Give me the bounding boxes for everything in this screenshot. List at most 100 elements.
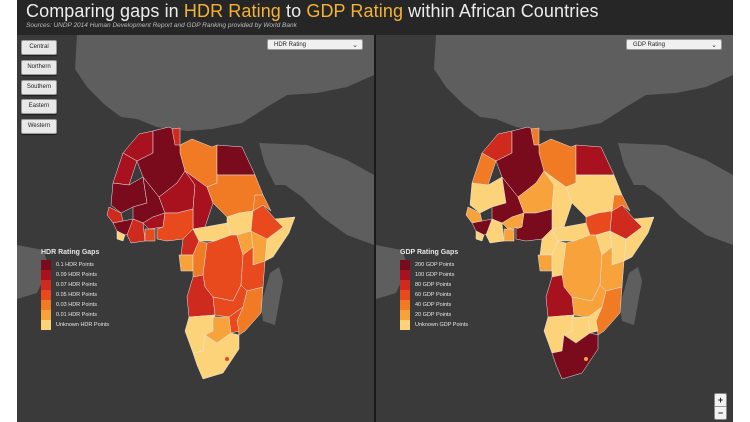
gdp-dropdown-value: GDP Rating [633,42,665,48]
hdr-legend: HDR Rating Gaps 0.1 HDR Points 0.09 HDR P… [41,249,109,330]
legend-swatch [400,270,410,280]
legend-item: Unknown GDP Points [400,320,468,330]
region-button-northern[interactable]: Northern [21,60,57,75]
legend-swatch [41,310,51,320]
country-zimbabwe [228,306,244,334]
zoom-out-button[interactable]: − [717,408,724,418]
legend-label: 0.07 HDR Points [56,282,97,288]
legend-swatch [400,310,410,320]
legend-swatch [41,300,51,310]
country-lesotho [225,357,229,361]
legend-label: 60 GDP Points [415,292,452,298]
country-eritrea [611,194,631,212]
zoom-in-button[interactable]: + [717,395,724,405]
legend-swatch [400,290,410,300]
legend-swatch [41,260,51,270]
page-title: Comparing gaps in HDR Rating to GDP Rati… [26,1,599,22]
country-zimbabwe [587,306,603,334]
legend-item: 200 GDP Points [400,260,468,270]
gdp-legend-title: GDP Rating Gaps [400,249,459,256]
chevron-down-icon: ⌄ [352,42,358,49]
region-button-western[interactable]: Western [21,119,57,134]
legend-item: 0.03 HDR Points [41,300,109,310]
country-lesotho [584,357,588,361]
country-drc [561,234,603,302]
title-suffix: within African Countries [403,1,599,21]
americas-land [376,245,408,299]
country-gabon [178,254,194,272]
hdr-rating-dropdown[interactable]: HDR Rating ⌄ [267,39,363,50]
gdp-legend: GDP Rating Gaps 200 GDP Points 100 GDP Po… [400,249,468,330]
country-eritrea [252,194,272,212]
legend-item: 0.09 HDR Points [41,270,109,280]
map-app: Comparing gaps in HDR Rating to GDP Rati… [17,0,733,422]
legend-swatch [400,260,410,270]
legend-item: 80 GDP Points [400,280,468,290]
legend-swatch [400,280,410,290]
legend-label: 20 GDP Points [415,312,452,318]
legend-swatch [400,320,410,330]
europe-land [75,35,374,131]
hdr-map[interactable] [17,35,374,422]
legend-label: 100 GDP Points [415,272,455,278]
country-somalia [623,216,655,262]
madagascar-land [261,267,283,325]
legend-label: 80 GDP Points [415,282,452,288]
gdp-rating-dropdown[interactable]: GDP Rating ⌄ [626,39,722,50]
title-hdr: HDR Rating [183,1,281,21]
americas-land [17,245,49,299]
region-button-southern[interactable]: Southern [21,80,57,95]
legend-swatch [41,290,51,300]
legend-label: 0.09 HDR Points [56,272,97,278]
country-ghana [503,228,515,242]
legend-swatch [400,300,410,310]
panel-divider [374,35,376,422]
legend-label: 40 GDP Points [415,302,452,308]
country-egypt [216,144,256,176]
legend-label: Unknown HDR Points [56,322,110,328]
region-button-eastern[interactable]: Eastern [21,99,57,114]
region-button-central[interactable]: Central [21,40,57,55]
hdr-dropdown-value: HDR Rating [274,42,307,48]
legend-item: 100 GDP Points [400,270,468,280]
title-gdp: GDP Rating [306,1,404,21]
arabia-land [259,143,374,245]
legend-label: 0.03 HDR Points [56,302,97,308]
hdr-legend-title: HDR Rating Gaps [41,249,100,256]
country-drc [202,234,244,302]
legend-item: 0.01 HDR Points [41,310,109,320]
hdr-map-panel[interactable]: Central Northern Southern Eastern Wester… [17,35,374,422]
title-middle: to [280,1,307,21]
zoom-control: + − [714,393,727,420]
gdp-map[interactable] [376,35,733,422]
gdp-map-panel[interactable]: GDP Rating ⌄ GDP Rating Gaps 200 GDP Poi… [376,35,733,422]
legend-item: 0.07 HDR Points [41,280,109,290]
zoom-divider [715,406,726,407]
arabia-land [618,143,733,245]
country-egypt [575,144,615,176]
title-prefix: Comparing gaps in [26,1,184,21]
europe-land [434,35,733,131]
country-south-africa [551,332,599,380]
country-gabon [537,254,553,272]
legend-item: 20 GDP Points [400,310,468,320]
country-somalia [264,216,296,262]
legend-item: 60 GDP Points [400,290,468,300]
legend-swatch [41,320,51,330]
title-bar: Comparing gaps in HDR Rating to GDP Rati… [17,0,733,35]
madagascar-land [620,267,642,325]
country-ghana [144,228,156,242]
legend-item: Unknown HDR Points [41,320,109,330]
legend-item: 40 GDP Points [400,300,468,310]
legend-swatch [41,280,51,290]
legend-item: 0.05 HDR Points [41,290,109,300]
country-cote-divoire [485,218,505,244]
country-sierra-leone [116,230,126,242]
legend-item: 0.1 HDR Points [41,260,109,270]
legend-swatch [41,270,51,280]
legend-label: 0.05 HDR Points [56,292,97,298]
country-sierra-leone [475,230,485,242]
chevron-down-icon: ⌄ [711,42,717,49]
page-subtitle: Sources: UNDP 2014 Human Development Rep… [26,22,297,29]
legend-label: 0.1 HDR Points [56,262,94,268]
